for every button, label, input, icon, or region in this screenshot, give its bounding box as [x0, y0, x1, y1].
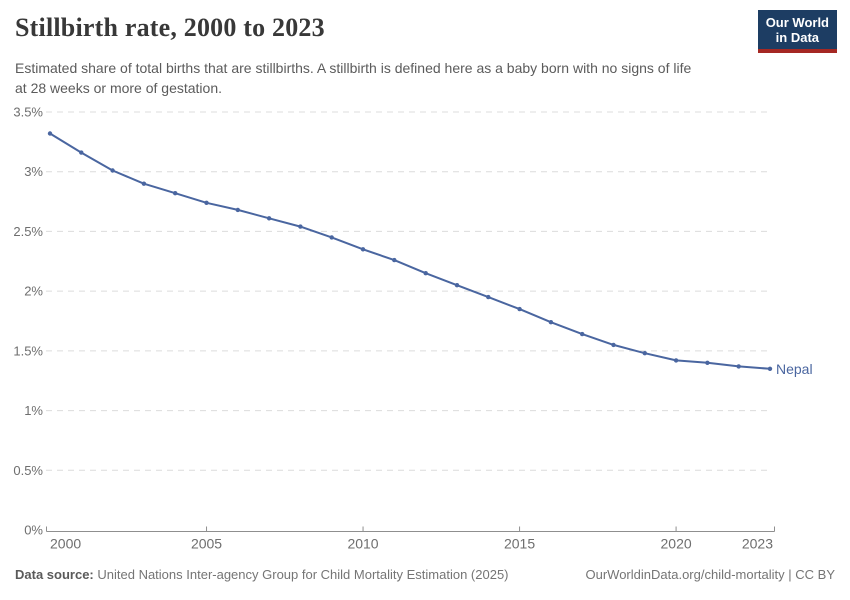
entity-label-nepal[interactable]: Nepal	[776, 361, 813, 377]
x-axis-tick-label: 2010	[347, 536, 378, 552]
owid-logo-line-2: in Data	[775, 30, 820, 45]
data-point-marker[interactable]	[110, 168, 115, 173]
data-point-marker[interactable]	[204, 200, 209, 205]
x-axis-tick-label: 2023	[742, 536, 773, 552]
data-point-marker[interactable]	[642, 351, 647, 356]
data-point-marker[interactable]	[673, 358, 679, 363]
y-axis-tick-label: 0%	[24, 523, 43, 538]
chart-footer: Data source: United Nations Inter-agency…	[15, 567, 835, 582]
data-point-marker[interactable]	[47, 131, 53, 136]
data-point-marker[interactable]	[705, 360, 710, 365]
data-source: Data source: United Nations Inter-agency…	[15, 567, 509, 582]
x-axis-tick-label: 2005	[191, 536, 222, 552]
data-point-marker[interactable]	[454, 283, 460, 288]
y-axis-tick-label: 2%	[24, 284, 43, 299]
credit-link[interactable]: OurWorldinData.org/child-mortality | CC …	[585, 567, 836, 582]
data-point-marker[interactable]	[423, 271, 428, 276]
data-point-marker[interactable]	[580, 331, 585, 337]
data-point-marker[interactable]	[266, 216, 272, 221]
x-axis-tick-label: 2015	[504, 536, 535, 552]
chart-title: Stillbirth rate, 2000 to 2023	[15, 13, 325, 42]
data-point-marker[interactable]	[360, 247, 366, 252]
data-point-marker[interactable]	[517, 306, 522, 312]
data-point-marker[interactable]	[235, 207, 240, 213]
chart-subtitle: Estimated share of total births that are…	[15, 58, 691, 98]
data-point-marker[interactable]	[173, 191, 178, 196]
data-point-marker[interactable]	[329, 235, 334, 240]
data-source-text: United Nations Inter-agency Group for Ch…	[97, 567, 509, 582]
data-point-marker[interactable]	[548, 320, 554, 325]
chart-subtitle-line-1: Estimated share of total births that are…	[15, 60, 692, 76]
y-axis-tick-label: 2.5%	[13, 224, 43, 239]
y-axis-tick-label: 3%	[24, 164, 43, 179]
data-point-marker[interactable]	[736, 364, 741, 369]
owid-logo-line-1: Our World	[765, 15, 829, 30]
data-point-marker[interactable]	[611, 342, 616, 348]
x-axis-tick-label: 2020	[661, 536, 692, 552]
y-axis-tick-label: 3.5%	[13, 104, 43, 119]
y-axis-tick-label: 0.5%	[13, 463, 43, 478]
owid-logo[interactable]: Our World in Data	[757, 10, 837, 53]
data-point-marker[interactable]	[392, 257, 397, 263]
data-point-marker[interactable]	[486, 294, 491, 300]
y-axis-tick-label: 1.5%	[13, 343, 43, 358]
chart-subtitle-line-2: at 28 weeks or more of gestation.	[15, 80, 222, 96]
x-axis-tick-label: 2000	[50, 536, 81, 552]
data-source-label: Data source:	[15, 567, 94, 582]
data-point-marker[interactable]	[767, 366, 773, 371]
nepal-line-series[interactable]	[49, 132, 771, 370]
y-axis-tick-label: 1%	[24, 403, 43, 418]
data-point-marker[interactable]	[79, 150, 84, 155]
data-point-marker[interactable]	[298, 224, 303, 229]
data-point-marker[interactable]	[141, 181, 147, 186]
